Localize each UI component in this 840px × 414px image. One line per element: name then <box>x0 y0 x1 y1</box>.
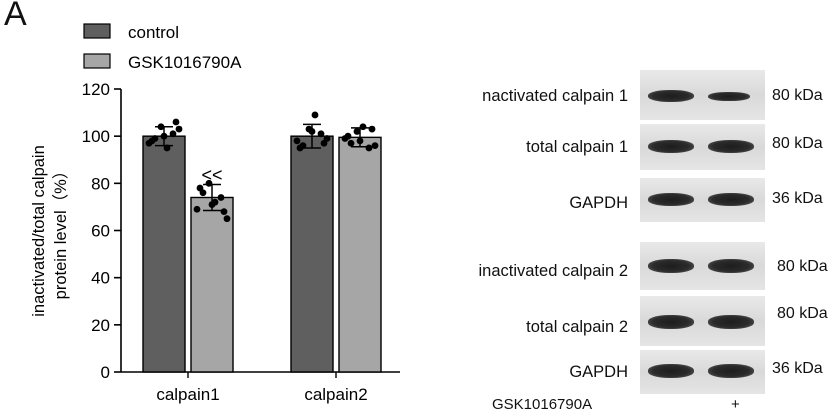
kda-label-row-3: 36 kDa <box>772 190 823 207</box>
bar-control-calpain1 <box>142 135 186 373</box>
y-tick-label: 60 <box>91 222 110 241</box>
blot-image-row-6 <box>640 350 765 394</box>
bar-chart: 0 20 40 60 80 100 120 inactivated/total calpain… <box>30 23 400 404</box>
data-point <box>157 123 165 131</box>
treatment-label: GSK1016790A <box>492 396 593 413</box>
blot-image-row-1 <box>640 70 765 120</box>
lane-mark-treated: + <box>731 396 740 413</box>
band <box>648 90 694 102</box>
data-point <box>172 118 180 126</box>
band <box>648 315 694 329</box>
kda-label-row-4: 80 kDa <box>777 258 828 275</box>
blot-label-row-2: total calpain 1 <box>526 138 628 156</box>
data-point <box>220 208 228 216</box>
data-point <box>344 132 352 140</box>
data-point <box>359 123 367 131</box>
data-point <box>196 184 204 192</box>
legend-label-control: control <box>128 23 179 42</box>
data-point <box>293 137 301 145</box>
panel-letter: A <box>4 0 27 33</box>
y-axis-label-line1: inactivated/total calpain <box>30 145 48 317</box>
kda-label-row-1: 80 kDa <box>772 87 823 104</box>
y-tick-label: 100 <box>82 127 110 146</box>
blot-image-row-2 <box>640 124 765 170</box>
band <box>708 140 754 153</box>
blot-image-row-4 <box>640 242 765 290</box>
kda-label-row-6: 36 kDa <box>772 360 823 377</box>
band <box>648 364 694 378</box>
bar-control-calpain2 <box>290 135 334 373</box>
data-point <box>368 125 376 133</box>
y-tick-label: 40 <box>91 269 110 288</box>
data-point <box>205 179 213 187</box>
y-tick-label: 20 <box>91 316 110 335</box>
band <box>648 259 694 273</box>
bar-GSK1016790A-calpain2 <box>338 136 382 373</box>
data-point <box>217 194 225 201</box>
data-point <box>365 144 373 152</box>
data-point <box>163 144 171 152</box>
y-tick-label: 120 <box>82 80 110 99</box>
legend-swatch-GSK1016790A <box>83 53 111 69</box>
blot-label-row-6: GAPDH <box>569 363 628 381</box>
y-tick-label: 0 <box>101 363 110 382</box>
kda-label-row-2: 80 kDa <box>772 135 823 152</box>
data-point <box>148 137 156 145</box>
band <box>648 140 694 153</box>
data-point <box>317 130 325 138</box>
data-point <box>353 128 361 135</box>
data-point <box>347 139 355 147</box>
band <box>708 315 754 329</box>
data-point <box>296 144 304 152</box>
data-point <box>193 205 201 213</box>
band <box>708 259 754 273</box>
x-tick-label: calpain2 <box>304 385 367 404</box>
bar-GSK1016790A-calpain1 <box>190 196 234 373</box>
band <box>648 193 694 206</box>
blot-label-row-1: nactivated calpain 1 <box>482 87 628 105</box>
data-point <box>175 125 183 133</box>
band <box>708 193 754 206</box>
band <box>708 364 754 378</box>
data-point <box>169 130 177 138</box>
legend-swatch-control <box>83 23 111 39</box>
blot-label-row-5: total calpain 2 <box>526 318 628 336</box>
band <box>708 92 750 101</box>
blot-label-row-4: inactivated calpain 2 <box>478 262 628 280</box>
data-point <box>320 139 328 147</box>
data-point <box>356 137 364 145</box>
significance-annotation: << <box>201 165 222 185</box>
blot-image-row-3 <box>640 178 765 222</box>
data-point <box>223 215 231 223</box>
blot-label-row-3: GAPDH <box>569 194 628 212</box>
legend-label-GSK1016790A: GSK1016790A <box>128 53 242 72</box>
y-tick-label: 80 <box>91 174 110 193</box>
data-point <box>208 201 216 208</box>
blot-image-row-5 <box>640 296 765 346</box>
kda-label-row-5: 80 kDa <box>777 305 828 322</box>
data-point <box>311 111 319 119</box>
x-tick-label: calpain1 <box>156 385 219 404</box>
data-point <box>371 142 379 150</box>
data-point <box>308 128 316 135</box>
y-axis-label-line2: protein level（%） <box>51 163 70 300</box>
data-point <box>160 132 168 140</box>
